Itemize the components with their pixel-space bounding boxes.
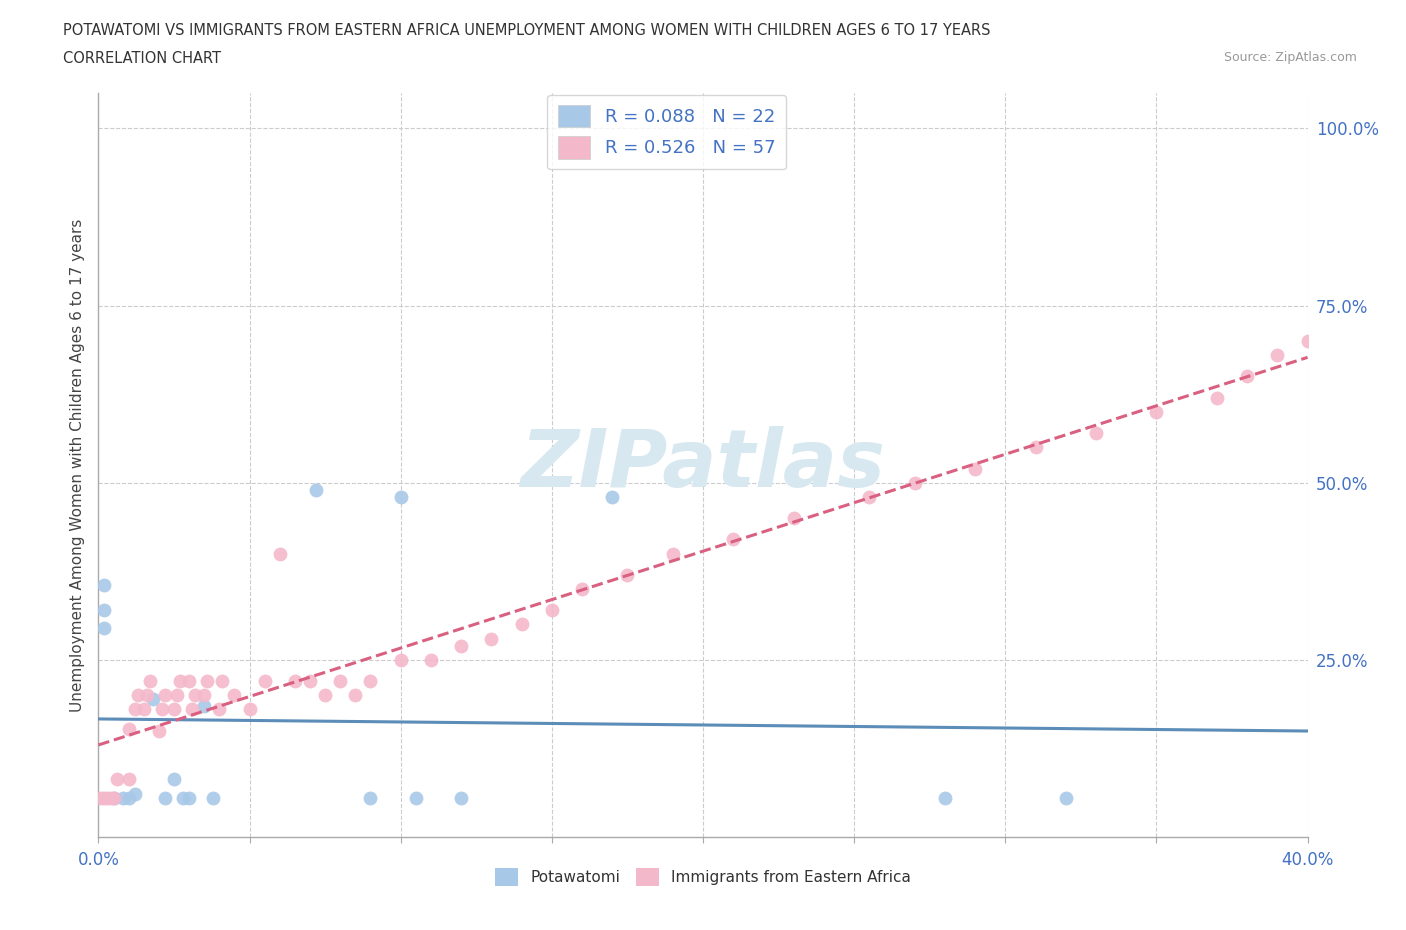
Point (510, 617, 533, 631)
Point (103, 790, 125, 805)
Point (100, 790, 122, 805)
Point (103, 790, 125, 805)
Legend: Potawatomi, Immigrants from Eastern Africa: Potawatomi, Immigrants from Eastern Afri… (489, 862, 917, 893)
Point (360, 673, 382, 688)
Point (163, 772, 186, 787)
Point (208, 702, 231, 717)
Point (118, 772, 141, 787)
Point (118, 790, 141, 805)
Point (602, 489, 624, 504)
Y-axis label: Unemployment Among Women with Children Ages 6 to 17 years: Unemployment Among Women with Children A… (69, 219, 84, 711)
Point (305, 483, 328, 498)
Point (224, 688, 246, 703)
Point (211, 673, 233, 688)
Point (184, 688, 207, 703)
Text: CORRELATION CHART: CORRELATION CHART (63, 51, 221, 66)
Point (202, 790, 225, 805)
Point (153, 790, 176, 805)
Point (111, 790, 134, 805)
Point (299, 673, 322, 688)
Point (193, 698, 215, 713)
Point (389, 653, 412, 668)
Point (93, 578, 115, 593)
Point (181, 702, 204, 717)
Point (405, 790, 427, 805)
Point (132, 702, 155, 717)
Point (329, 673, 352, 688)
Point (96, 790, 118, 805)
Point (389, 489, 412, 504)
Point (616, 567, 638, 582)
Point (571, 581, 593, 596)
Point (965, 461, 987, 476)
Point (179, 673, 201, 688)
Point (172, 790, 194, 805)
Point (450, 638, 472, 653)
Point (153, 688, 176, 703)
Text: Source: ZipAtlas.com: Source: ZipAtlas.com (1223, 51, 1357, 64)
Point (93, 620, 115, 635)
Point (127, 688, 149, 703)
Point (934, 790, 956, 805)
Point (450, 790, 472, 805)
Point (135, 688, 157, 703)
Point (118, 722, 141, 737)
Point (253, 673, 276, 688)
Point (148, 724, 170, 738)
Point (540, 603, 562, 618)
Point (420, 653, 443, 668)
Point (1206, 391, 1229, 405)
Point (1054, 790, 1077, 805)
Point (93, 603, 115, 618)
Text: POTAWATOMI VS IMMIGRANTS FROM EASTERN AFRICA UNEMPLOYMENT AMONG WOMEN WITH CHILD: POTAWATOMI VS IMMIGRANTS FROM EASTERN AF… (63, 23, 991, 38)
Point (169, 673, 191, 688)
Point (124, 787, 146, 802)
Point (1085, 426, 1108, 441)
Point (239, 702, 262, 717)
Point (661, 546, 683, 561)
Point (124, 702, 146, 717)
Point (179, 790, 201, 805)
Text: ZIPatlas: ZIPatlas (520, 426, 886, 504)
Point (195, 673, 218, 688)
Point (344, 688, 367, 703)
Point (904, 475, 927, 490)
Point (360, 790, 382, 805)
Point (193, 688, 215, 703)
Point (90, 790, 112, 805)
Point (150, 702, 173, 717)
Point (269, 546, 291, 561)
Point (481, 631, 503, 646)
Point (1267, 348, 1289, 363)
Point (105, 772, 128, 787)
Point (314, 688, 336, 703)
Point (1236, 369, 1258, 384)
Point (858, 489, 880, 504)
Point (723, 532, 745, 547)
Point (139, 673, 162, 688)
Point (783, 511, 806, 525)
Point (163, 702, 186, 717)
Point (142, 691, 165, 706)
Point (93, 790, 115, 805)
Point (166, 688, 188, 703)
Point (284, 673, 307, 688)
Point (1024, 440, 1046, 455)
Point (1296, 334, 1319, 349)
Point (1144, 405, 1167, 419)
